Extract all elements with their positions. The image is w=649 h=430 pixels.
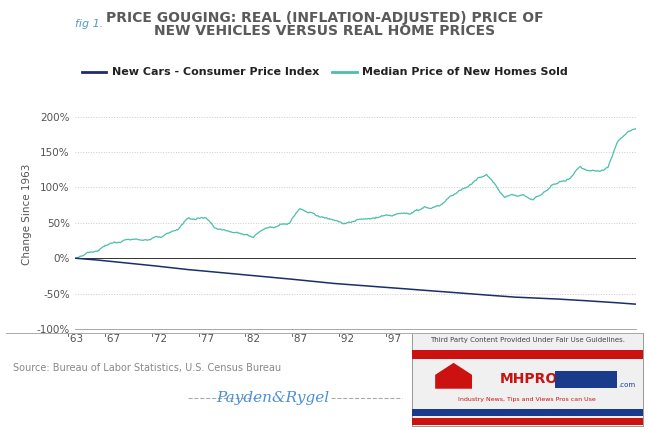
Text: MHPRO: MHPRO xyxy=(500,372,558,387)
Text: Industry News, Tips and Views Pros can Use: Industry News, Tips and Views Pros can U… xyxy=(458,397,596,402)
Polygon shape xyxy=(435,363,472,389)
Text: NEW VEHICLES VERSUS REAL HOME PRICES: NEW VEHICLES VERSUS REAL HOME PRICES xyxy=(154,24,495,38)
Text: Third Party Content Provided Under Fair Use Guidelines.: Third Party Content Provided Under Fair … xyxy=(430,337,625,343)
Text: NEWS: NEWS xyxy=(563,372,609,387)
Text: .com: .com xyxy=(618,382,635,388)
Bar xyxy=(412,350,643,359)
Text: Source: Bureau of Labor Statistics, U.S. Census Bureau: Source: Bureau of Labor Statistics, U.S.… xyxy=(13,362,281,373)
Text: fig 1.: fig 1. xyxy=(75,18,103,29)
Bar xyxy=(412,409,643,416)
Y-axis label: Change Since 1963: Change Since 1963 xyxy=(22,163,32,264)
Bar xyxy=(412,418,643,425)
Text: PRICE GOUGING: REAL (INFLATION-ADJUSTED) PRICE OF: PRICE GOUGING: REAL (INFLATION-ADJUSTED)… xyxy=(106,11,543,25)
Bar xyxy=(555,371,617,388)
Text: Payden&Rygel: Payden&Rygel xyxy=(216,391,329,405)
Legend: New Cars - Consumer Price Index, Median Price of New Homes Sold: New Cars - Consumer Price Index, Median … xyxy=(77,63,572,82)
